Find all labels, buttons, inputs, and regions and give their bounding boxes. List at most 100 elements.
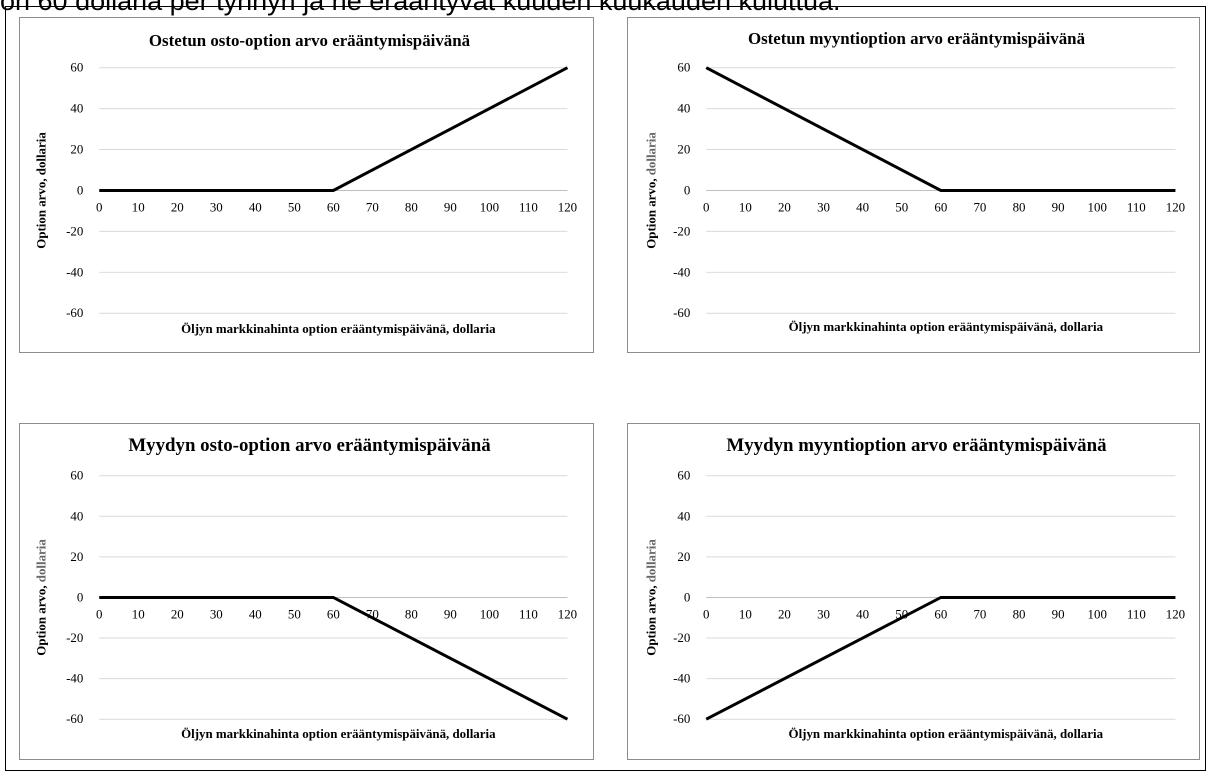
y-tick-label: 60 — [677, 60, 690, 75]
x-tick-label: 90 — [444, 199, 457, 214]
x-tick-label: 70 — [366, 199, 379, 214]
chart-title: Myydyn myyntioption arvo erääntymispäivä… — [726, 435, 1107, 456]
y-axis-label-part2: dollaria — [34, 539, 49, 583]
x-tick-label: 110 — [519, 606, 538, 621]
x-tick-label: 90 — [1052, 606, 1065, 621]
x-tick-label: 80 — [1013, 199, 1026, 214]
x-tick-label: 120 — [558, 199, 577, 214]
y-axis-label-part2: dollaria — [34, 132, 49, 176]
y-axis-label-part1: Option arvo, — [644, 582, 659, 655]
y-tick-label: 20 — [677, 549, 690, 564]
x-tick-label: 60 — [327, 199, 340, 214]
x-tick-label: 0 — [703, 606, 709, 621]
x-tick-label: 80 — [405, 606, 418, 621]
x-tick-label: 100 — [480, 199, 499, 214]
y-axis-label: Option arvo, dollaria — [644, 539, 659, 656]
chart-bought-call: Ostetun osto-option arvo erääntymispäivä… — [19, 17, 594, 353]
x-axis-label: Öljyn markkinahinta option erääntymispäi… — [181, 726, 496, 741]
y-tick-label: 40 — [677, 101, 690, 116]
y-axis-label: Option arvo, dollaria — [34, 539, 49, 656]
x-tick-label: 10 — [739, 199, 752, 214]
x-tick-label: 80 — [1013, 606, 1026, 621]
y-tick-label: 20 — [677, 142, 690, 157]
series-line — [99, 595, 569, 721]
x-tick-label: 120 — [1166, 606, 1185, 621]
y-tick-label: 40 — [677, 508, 690, 523]
x-tick-label: 0 — [96, 199, 102, 214]
x-tick-label: 110 — [519, 199, 538, 214]
x-tick-label: 60 — [327, 606, 340, 621]
y-tick-label: 60 — [70, 468, 83, 483]
y-tick-label: -60 — [673, 305, 690, 320]
y-tick-label: 0 — [684, 589, 690, 604]
x-tick-label: 100 — [480, 606, 499, 621]
series-line — [705, 595, 1176, 721]
x-tick-label: 60 — [934, 199, 947, 214]
x-tick-label: 110 — [1127, 606, 1146, 621]
x-tick-label: 30 — [817, 199, 830, 214]
x-axis-label: Öljyn markkinahinta option erääntymispäi… — [181, 321, 496, 336]
series-line — [705, 66, 1176, 192]
x-tick-label: 40 — [856, 606, 869, 621]
y-tick-label: -40 — [673, 264, 690, 279]
x-tick-label: 0 — [96, 606, 102, 621]
x-tick-label: 30 — [210, 199, 223, 214]
x-tick-label: 90 — [1052, 199, 1065, 214]
x-tick-label: 70 — [973, 199, 986, 214]
y-axis-label-part1: Option arvo, — [644, 175, 659, 249]
x-tick-label: 80 — [405, 199, 418, 214]
y-axis-label-part1: Option arvo, — [34, 582, 49, 656]
x-tick-label: 20 — [171, 606, 184, 621]
y-tick-label: -60 — [66, 711, 83, 726]
x-tick-label: 20 — [778, 199, 791, 214]
chart-bought-put: Ostetun myyntioption arvo erääntymispäiv… — [627, 17, 1200, 353]
x-tick-label: 60 — [934, 606, 947, 621]
chart-title: Ostetun osto-option arvo erääntymispäivä… — [149, 31, 471, 50]
y-axis-label: Option arvo, dollaria — [644, 132, 659, 249]
x-tick-label: 20 — [171, 199, 184, 214]
y-tick-label: 0 — [77, 182, 83, 197]
series-line — [99, 66, 569, 192]
x-tick-label: 40 — [249, 199, 262, 214]
x-tick-label: 30 — [210, 606, 223, 621]
y-tick-label: -40 — [66, 264, 83, 279]
y-tick-label: 60 — [677, 468, 690, 483]
y-tick-label: -20 — [66, 630, 83, 645]
chart-sold-put: Myydyn myyntioption arvo erääntymispäivä… — [627, 423, 1200, 760]
x-tick-label: 10 — [132, 199, 145, 214]
x-tick-label: 50 — [895, 199, 908, 214]
x-tick-label: 20 — [778, 606, 791, 621]
y-tick-label: 40 — [70, 508, 83, 523]
x-tick-label: 110 — [1127, 199, 1146, 214]
y-axis-label-part2: dollaria — [644, 132, 659, 176]
x-tick-label: 100 — [1088, 606, 1107, 621]
x-tick-label: 0 — [703, 199, 709, 214]
y-tick-label: 0 — [77, 589, 83, 604]
x-tick-label: 50 — [288, 199, 301, 214]
x-tick-label: 40 — [249, 606, 262, 621]
x-tick-label: 50 — [288, 606, 301, 621]
y-tick-label: 40 — [70, 101, 83, 116]
x-axis-label: Öljyn markkinahinta option erääntymispäi… — [789, 726, 1104, 741]
y-tick-label: -60 — [673, 711, 690, 726]
x-tick-label: 40 — [856, 199, 869, 214]
x-axis-label: Öljyn markkinahinta option erääntymispäi… — [789, 319, 1104, 334]
y-axis-label-part2: dollaria — [644, 539, 659, 583]
y-tick-label: 20 — [70, 142, 83, 157]
x-tick-label: 30 — [817, 606, 830, 621]
y-tick-label: 20 — [70, 549, 83, 564]
y-tick-label: -60 — [66, 305, 83, 320]
chart-title: Ostetun myyntioption arvo erääntymispäiv… — [748, 29, 1086, 48]
x-tick-label: 120 — [558, 606, 577, 621]
y-axis-label-part1: Option arvo, — [34, 175, 49, 249]
x-tick-label: 10 — [132, 606, 145, 621]
x-tick-label: 10 — [739, 606, 752, 621]
y-tick-label: -20 — [673, 630, 690, 645]
x-tick-label: 100 — [1088, 199, 1107, 214]
y-tick-label: -20 — [66, 223, 83, 238]
x-tick-label: 120 — [1166, 199, 1185, 214]
y-tick-label: -40 — [66, 671, 83, 686]
x-tick-label: 90 — [444, 606, 457, 621]
y-tick-label: -20 — [673, 223, 690, 238]
chart-sold-call: Myydyn osto-option arvo erääntymispäivän… — [19, 423, 594, 760]
